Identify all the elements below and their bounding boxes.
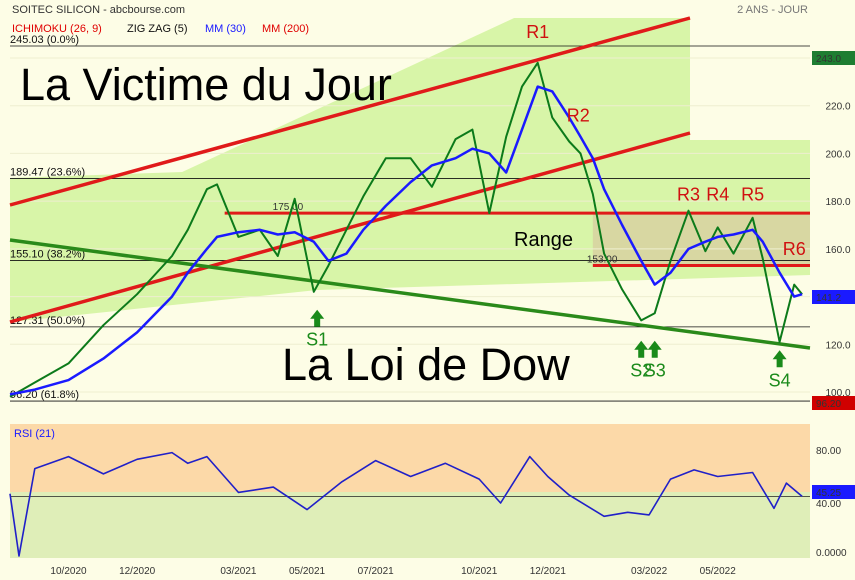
indicator-legend: ICHIMOKU (26, 9) ZIG ZAG (5) MM (30) MM … <box>12 23 309 35</box>
marker-s4: S4 <box>769 370 791 390</box>
marker-arrow-s1 <box>310 309 325 327</box>
marker-s3: S3 <box>644 361 666 381</box>
legend-zigzag: ZIG ZAG (5) <box>127 23 188 35</box>
x-tick-label-7: 03/2022 <box>631 566 668 577</box>
x-tick-label-8: 05/2022 <box>700 566 737 577</box>
rsi-y-tick-label-2: 80.00 <box>816 446 841 457</box>
rsi-lower-zone <box>10 492 810 558</box>
x-tick-label-4: 07/2021 <box>358 566 395 577</box>
marker-arrow-s2 <box>634 340 649 358</box>
rsi-series-line <box>9 451 803 557</box>
x-tick-label-3: 05/2021 <box>289 566 326 577</box>
fib-label-1: 189.47 (23.6%) <box>10 167 85 179</box>
price-series-line <box>9 61 803 398</box>
marker-r5: R5 <box>741 184 764 204</box>
legend-mm200: MM (200) <box>262 23 309 35</box>
x-tick-label-1: 12/2020 <box>119 566 156 577</box>
marker-r4: R4 <box>706 184 729 204</box>
marker-r2: R2 <box>567 106 590 126</box>
fib-label-2: 155.10 (38.2%) <box>10 249 85 261</box>
mm30-series-line <box>9 85 803 396</box>
y-tick-label-6: 220.0 <box>825 102 850 113</box>
marker-s1: S1 <box>306 330 328 350</box>
x-tick-label-2: 03/2021 <box>220 566 257 577</box>
svg-text:45.25: 45.25 <box>816 488 841 499</box>
rsi-y-tick-label-1: 40.00 <box>816 499 841 510</box>
y-tick-label-3: 160.0 <box>825 245 850 256</box>
y-tick-label-0: 100.0 <box>825 388 850 399</box>
price-badge-low: 96.20 <box>812 396 855 410</box>
channel-lower-line <box>9 131 691 324</box>
svg-text:96.20: 96.20 <box>816 399 841 410</box>
chart-period: 2 ANS - JOUR <box>737 4 808 16</box>
channel-upper-line <box>9 16 691 207</box>
footer-text: La Loi de Dow <box>282 339 570 390</box>
y-tick-label-5: 200.0 <box>825 149 850 160</box>
chart-title: SOITEC SILICON - abcbourse.com <box>12 4 185 16</box>
svg-text:243.0: 243.0 <box>816 54 841 65</box>
x-tick-label-6: 12/2021 <box>530 566 567 577</box>
level-label-0: 175.00 <box>273 202 304 213</box>
marker-r1: R1 <box>526 22 549 42</box>
level-label-1: 153.00 <box>587 255 618 266</box>
x-tick-label-5: 10/2021 <box>461 566 498 577</box>
price-badge-last: 141.2 <box>812 290 855 304</box>
svg-text:141.2: 141.2 <box>816 293 841 304</box>
y-tick-label-4: 180.0 <box>825 197 850 208</box>
rsi-panel: 0.0000 40.00 80.00 <box>9 446 847 559</box>
main-panel: 100.0120.0140.0160.0180.0200.0220.0240.0… <box>9 16 851 577</box>
rsi-y-tick-label-0: 0.0000 <box>816 548 847 559</box>
headline-text: La Victime du Jour <box>20 59 392 110</box>
x-tick-label-0: 10/2020 <box>50 566 87 577</box>
fib-label-0: 245.03 (0.0%) <box>10 34 79 46</box>
rsi-badge: 45.25 <box>812 485 855 499</box>
price-badge-top: 243.0 <box>812 51 855 65</box>
marker-arrow-s3 <box>647 340 662 358</box>
marker-s2: S2 <box>630 361 652 381</box>
fib-label-3: 127.31 (50.0%) <box>10 315 85 327</box>
dow-trend-line <box>9 238 811 350</box>
rsi-title: RSI (21) <box>14 428 55 440</box>
legend-ichimoku: ICHIMOKU (26, 9) <box>12 23 102 35</box>
y-tick-label-1: 120.0 <box>825 340 850 351</box>
legend-mm30: MM (30) <box>205 23 246 35</box>
marker-arrow-s4 <box>772 350 787 368</box>
marker-r6: R6 <box>783 239 806 259</box>
marker-r3: R3 <box>677 184 700 204</box>
range-label: Range <box>514 229 573 251</box>
